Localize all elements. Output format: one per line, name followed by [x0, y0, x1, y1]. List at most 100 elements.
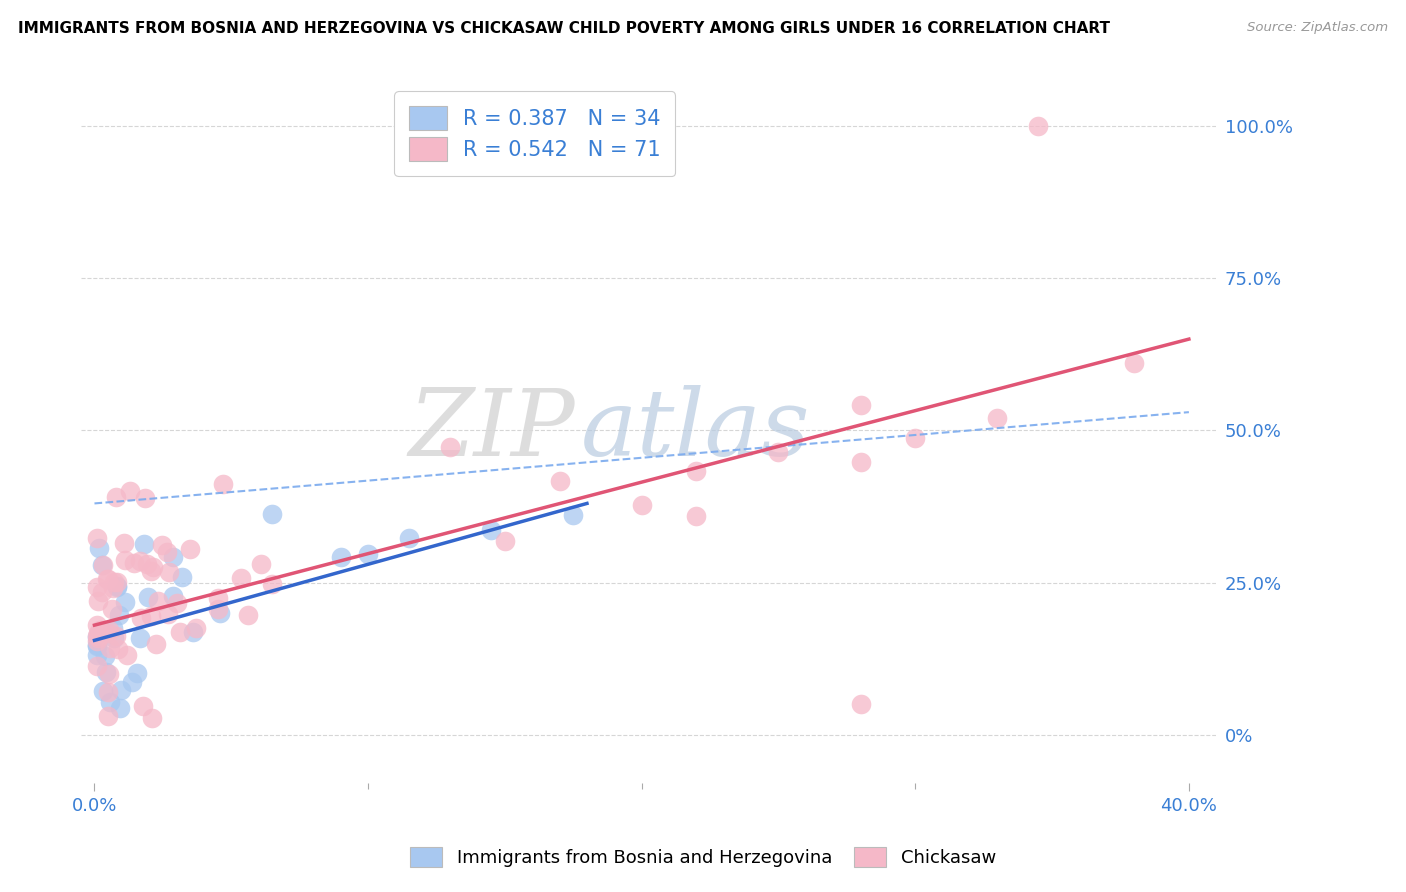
Point: [562, 508, 585, 522]
Point: [125, 665, 148, 680]
Point: [94, 665, 117, 680]
Point: [685, 509, 707, 524]
Point: [1028, 119, 1050, 133]
Point: [86, 531, 108, 545]
Point: [146, 594, 169, 608]
Point: [86, 648, 108, 662]
Point: [260, 577, 283, 591]
Text: IMMIGRANTS FROM BOSNIA AND HERZEGOVINA VS CHICKASAW CHILD POVERTY AMONG GIRLS UN: IMMIGRANTS FROM BOSNIA AND HERZEGOVINA V…: [18, 21, 1111, 36]
Point: [89, 541, 111, 555]
Point: [103, 582, 125, 596]
Point: [179, 541, 201, 556]
Point: [207, 591, 229, 605]
Point: [134, 537, 156, 551]
Text: ZIP: ZIP: [408, 385, 575, 475]
Point: [207, 601, 229, 615]
Point: [139, 609, 162, 624]
Text: atlas: atlas: [581, 385, 810, 475]
Point: [112, 536, 135, 550]
Point: [90, 585, 112, 599]
Point: [157, 565, 180, 579]
Point: [162, 549, 184, 564]
Point: [104, 630, 127, 644]
Point: [166, 596, 188, 610]
Point: [439, 440, 461, 454]
Point: [98, 695, 121, 709]
Point: [86, 639, 108, 653]
Point: [142, 559, 165, 574]
Point: [87, 632, 110, 646]
Point: [129, 554, 152, 568]
Point: [87, 625, 110, 640]
Legend: R = 0.387   N = 34, R = 0.542   N = 71: R = 0.387 N = 34, R = 0.542 N = 71: [395, 91, 675, 176]
Point: [97, 572, 120, 586]
Point: [141, 711, 163, 725]
Point: [105, 490, 128, 504]
Point: [114, 595, 136, 609]
Point: [86, 659, 108, 673]
Point: [236, 608, 259, 623]
Point: [136, 591, 159, 605]
Point: [685, 464, 707, 478]
Point: [849, 698, 872, 712]
Point: [172, 570, 194, 584]
Point: [96, 572, 118, 586]
Point: [121, 674, 143, 689]
Text: Source: ZipAtlas.com: Source: ZipAtlas.com: [1247, 21, 1388, 34]
Point: [145, 637, 167, 651]
Point: [103, 631, 125, 645]
Point: [97, 685, 120, 699]
Point: [97, 709, 120, 723]
Point: [1123, 356, 1146, 370]
Point: [105, 580, 128, 594]
Point: [91, 558, 114, 573]
Point: [132, 698, 155, 713]
Point: [150, 538, 173, 552]
Point: [108, 607, 131, 622]
Point: [101, 601, 124, 615]
Point: [91, 558, 114, 572]
Point: [107, 575, 129, 590]
Point: [134, 491, 156, 506]
Point: [162, 589, 184, 603]
Point: [91, 684, 114, 698]
Point: [479, 523, 502, 537]
Point: [86, 634, 108, 648]
Point: [849, 455, 872, 469]
Point: [181, 625, 204, 640]
Point: [89, 623, 111, 637]
Point: [329, 549, 352, 564]
Point: [768, 445, 790, 459]
Point: [398, 531, 420, 545]
Point: [548, 474, 571, 488]
Point: [211, 476, 233, 491]
Point: [139, 564, 162, 578]
Point: [97, 626, 120, 640]
Point: [100, 641, 122, 656]
Point: [118, 484, 141, 499]
Point: [357, 548, 380, 562]
Point: [93, 648, 115, 663]
Point: [186, 621, 208, 635]
Point: [105, 579, 128, 593]
Point: [98, 624, 121, 638]
Point: [630, 498, 652, 512]
Point: [208, 606, 231, 620]
Point: [169, 625, 191, 640]
Point: [86, 638, 108, 652]
Point: [231, 571, 253, 585]
Point: [262, 507, 284, 521]
Point: [129, 611, 152, 625]
Legend: Immigrants from Bosnia and Herzegovina, Chickasaw: Immigrants from Bosnia and Herzegovina, …: [402, 839, 1004, 874]
Point: [249, 557, 271, 571]
Point: [129, 631, 152, 645]
Point: [86, 618, 108, 632]
Point: [122, 556, 145, 570]
Point: [87, 593, 110, 607]
Point: [157, 607, 180, 621]
Point: [86, 630, 108, 644]
Point: [107, 641, 129, 656]
Point: [156, 545, 179, 559]
Point: [86, 629, 108, 643]
Point: [103, 575, 125, 590]
